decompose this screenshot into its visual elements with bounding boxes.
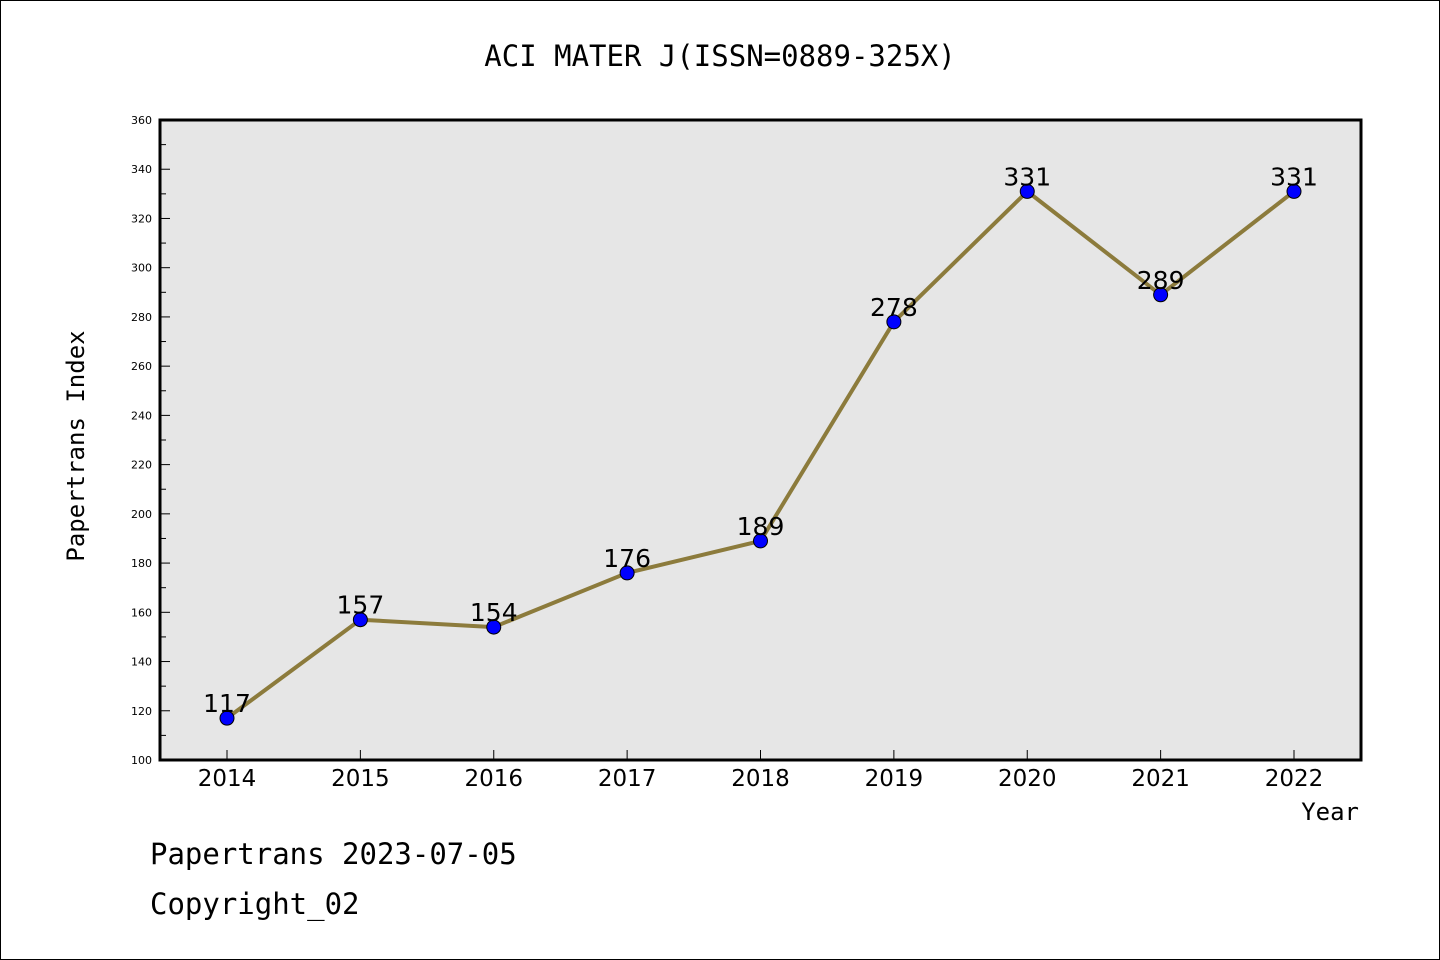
data-label: 189 xyxy=(737,512,785,541)
data-labels-group: 117 157 154 176 189 278 331 289 331 xyxy=(203,162,1318,718)
y-tick-label: 320 xyxy=(131,212,152,225)
data-label: 157 xyxy=(337,591,385,620)
x-tick-label: 2020 xyxy=(998,766,1057,792)
plot-area xyxy=(160,120,1361,760)
y-tick-label: 200 xyxy=(131,508,152,521)
x-tick-label: 2018 xyxy=(731,766,790,792)
y-tick-label: 360 xyxy=(131,114,152,127)
y-tick-label: 100 xyxy=(131,754,152,767)
y-axis-ticks: 100 120 140 160 180 200 220 240 260 280 300 320 340 3… xyxy=(131,114,170,767)
data-label: 278 xyxy=(870,293,918,322)
data-label: 331 xyxy=(1003,162,1051,191)
data-label: 331 xyxy=(1270,162,1318,191)
chart-title: ACI MATER J(ISSN=0889-325X) xyxy=(484,39,955,73)
data-point xyxy=(1286,183,1302,199)
data-point xyxy=(619,565,635,581)
data-point xyxy=(1019,183,1035,199)
data-point xyxy=(486,619,502,635)
footer-copyright: Copyright_02 xyxy=(150,887,360,922)
y-tick-label: 140 xyxy=(131,656,152,669)
footer-source: Papertrans 2023-07-05 xyxy=(150,837,517,871)
x-tick-label: 2022 xyxy=(1265,766,1324,792)
plot-border xyxy=(158,118,1363,762)
data-point xyxy=(1153,287,1169,303)
y-axis-label: Papertrans Index xyxy=(62,330,90,561)
data-point xyxy=(886,314,902,330)
x-tick-label: 2016 xyxy=(464,766,523,792)
data-point xyxy=(219,710,235,726)
data-point xyxy=(352,612,368,628)
data-label: 117 xyxy=(203,689,251,718)
x-axis-label: Year xyxy=(1301,798,1359,826)
y-tick-label: 280 xyxy=(131,311,152,324)
x-tick-label: 2021 xyxy=(1131,766,1190,792)
y-tick-label: 240 xyxy=(131,409,152,422)
x-tick-label: 2019 xyxy=(865,766,924,792)
y-tick-label: 160 xyxy=(131,606,152,619)
y-tick-label: 340 xyxy=(131,163,152,176)
series-group xyxy=(219,183,1302,726)
x-axis-ticks: 2014 2015 2016 2017 2018 2019 2020 2021 2022 xyxy=(198,750,1324,792)
y-tick-label: 120 xyxy=(131,705,152,718)
y-tick-label: 260 xyxy=(131,360,152,373)
data-point xyxy=(753,533,768,549)
data-label: 289 xyxy=(1137,266,1185,295)
x-tick-label: 2017 xyxy=(598,766,657,792)
data-label: 154 xyxy=(470,598,518,627)
x-tick-label: 2015 xyxy=(331,766,390,792)
data-label: 176 xyxy=(603,544,651,573)
y-tick-label: 180 xyxy=(131,557,152,570)
y-tick-label: 220 xyxy=(131,459,152,472)
y-tick-label: 300 xyxy=(131,262,152,275)
x-tick-label: 2014 xyxy=(198,766,257,792)
